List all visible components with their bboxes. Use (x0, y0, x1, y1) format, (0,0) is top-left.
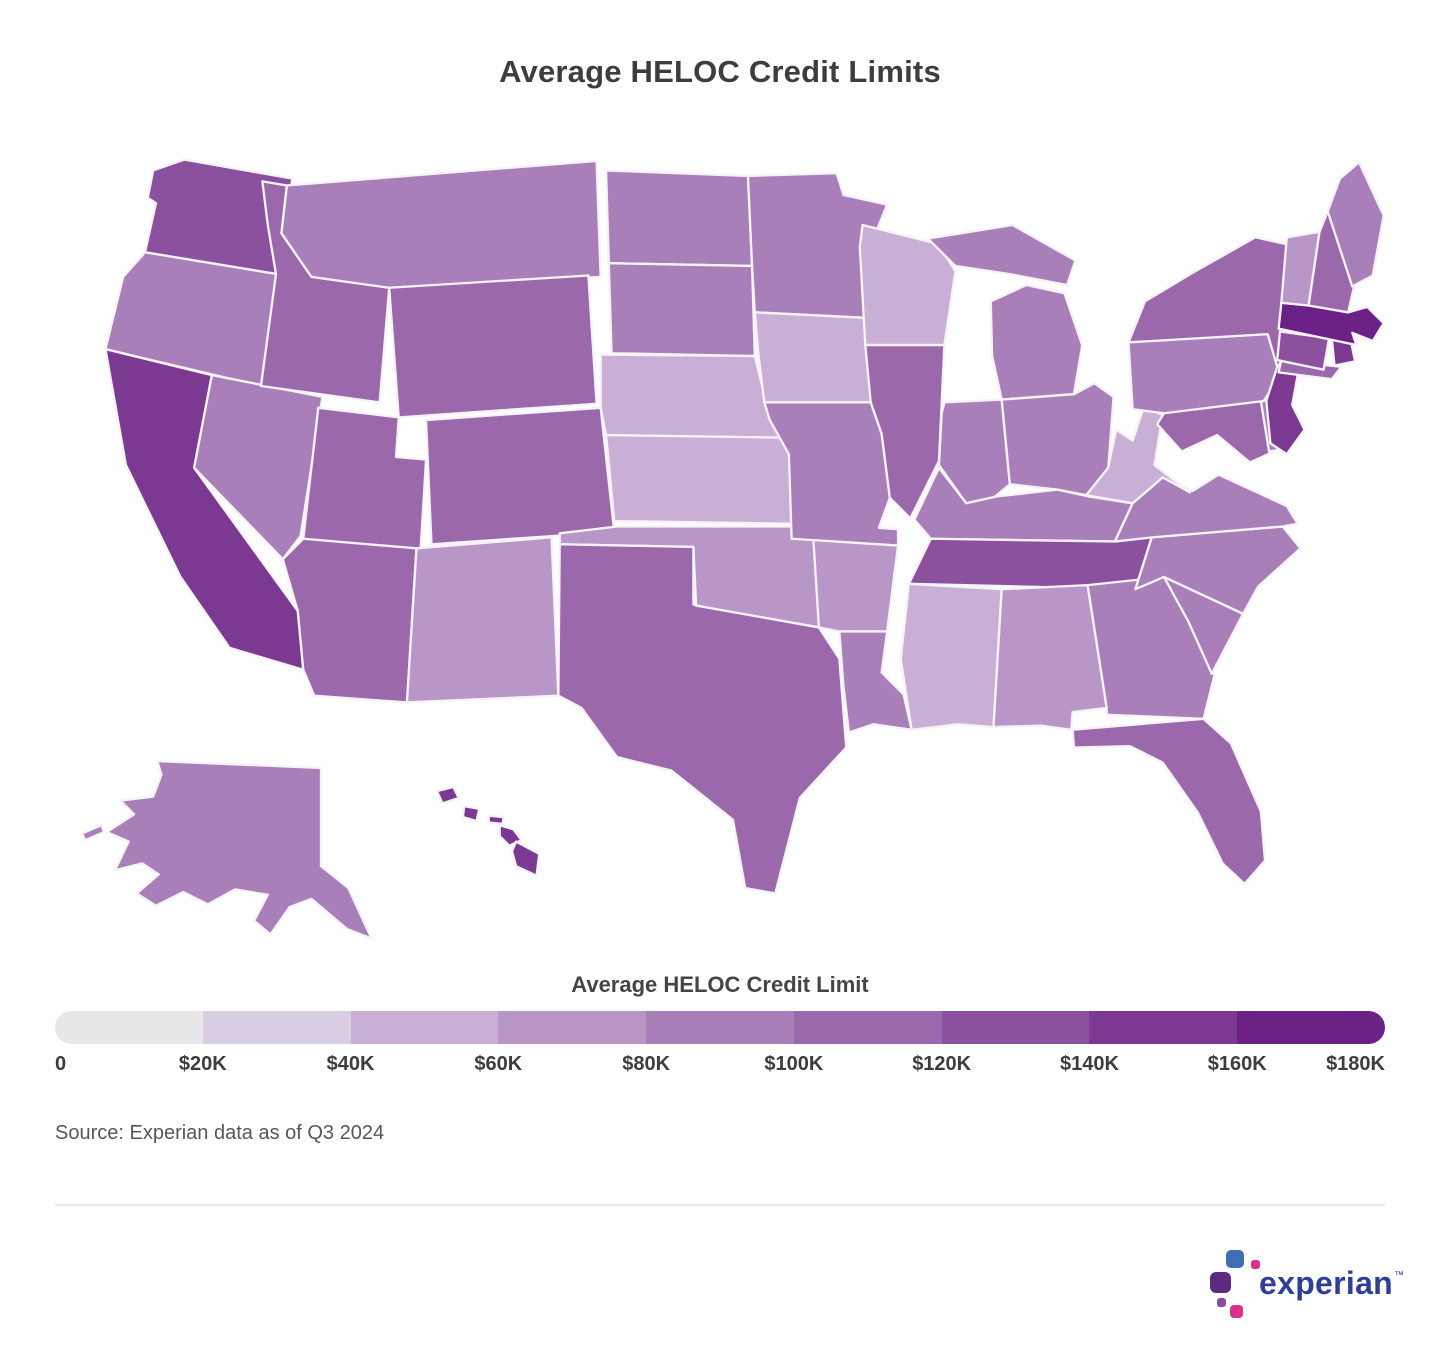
legend-color-bar (55, 1011, 1385, 1044)
us-choropleth-map (55, 140, 1385, 973)
legend-tick-label: 0 (55, 1053, 67, 1075)
state-mississippi (899, 582, 1003, 731)
legend-tick-label: $140K (1059, 1053, 1119, 1075)
state-new-jersey (1265, 365, 1306, 456)
state-hawaii (435, 785, 541, 877)
legend-segment (350, 1011, 499, 1044)
state-ohio (1000, 382, 1115, 497)
state-kansas (604, 433, 799, 525)
logo-purple-square-icon (1210, 1272, 1231, 1293)
logo-blue-square-icon (1226, 1250, 1244, 1268)
legend-tick-label: $160K (1207, 1053, 1267, 1075)
legend-tick-labels: 0 $20K $40K $60K $80K $100K $120K $140K $160K $18… (55, 1053, 1385, 1079)
legend-segment (1089, 1011, 1238, 1044)
states-group (81, 158, 1385, 940)
state-nevada (192, 373, 324, 561)
legend-tick-label: $40K (326, 1053, 375, 1075)
state-louisiana (838, 630, 913, 734)
state-north-dakota (604, 169, 754, 268)
state-south-dakota (607, 262, 756, 358)
legend-tick-label: $60K (474, 1053, 523, 1075)
state-new-mexico (405, 536, 560, 704)
legend-segment (1237, 1011, 1385, 1044)
logo-small-purple-dot-icon (1217, 1298, 1226, 1307)
us-map-svg (81, 158, 1385, 940)
source-note: Source: Experian data as of Q3 2024 (55, 1122, 385, 1144)
legend: Average HELOC Credit Limit 0 $20K $40K $60K… (55, 972, 1385, 1079)
page-title: Average HELOC Credit Limits (499, 54, 941, 89)
state-north-carolina (1134, 525, 1302, 615)
state-arkansas (812, 538, 900, 633)
state-new-hampshire (1307, 210, 1357, 314)
legend-tick-label: $80K (622, 1053, 671, 1075)
state-colorado (424, 406, 616, 546)
state-illinois (864, 343, 946, 520)
state-montana (280, 159, 602, 289)
divider (55, 1204, 1385, 1206)
legend-tick-label: $120K (912, 1053, 972, 1075)
state-arizona (281, 537, 418, 704)
state-maine (1326, 161, 1385, 288)
state-alaska (81, 759, 373, 940)
state-alabama (992, 583, 1108, 731)
legend-tick-label: $180K (1326, 1053, 1385, 1075)
legend-title: Average HELOC Credit Limit (571, 972, 869, 997)
state-utah (302, 406, 428, 551)
trademark-symbol: ™ (1394, 1270, 1405, 1281)
experian-wordmark: experian (1259, 1265, 1394, 1301)
legend-segment (202, 1011, 351, 1044)
state-michigan (926, 223, 1084, 401)
experian-logo: experian ™ (1210, 1248, 1404, 1320)
legend-segment (941, 1011, 1090, 1044)
legend-segment (498, 1011, 647, 1044)
state-pennsylvania (1127, 332, 1284, 415)
logo-magenta-dot-icon (1251, 1260, 1260, 1269)
legend-segment (55, 1011, 203, 1044)
state-florida (1071, 717, 1267, 886)
state-texas (557, 543, 848, 895)
state-wyoming (388, 274, 598, 419)
logo-magenta-square-icon (1230, 1305, 1243, 1318)
experian-logo-mark (1210, 1248, 1262, 1320)
legend-segment (646, 1011, 794, 1044)
legend-segment (793, 1011, 942, 1044)
legend-tick-label: $100K (764, 1053, 824, 1075)
legend-tick-label: $20K (178, 1053, 227, 1075)
